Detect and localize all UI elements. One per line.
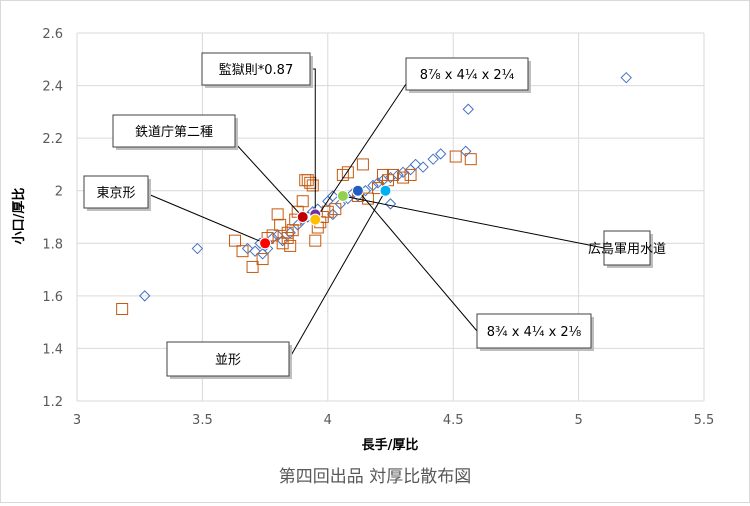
square-point xyxy=(256,253,269,266)
square-point xyxy=(387,168,400,181)
square-point xyxy=(341,166,354,179)
x-tick-label: 4.5 xyxy=(443,413,464,428)
callout-label: 鉄道庁第二種 xyxy=(135,124,213,140)
square-point xyxy=(449,150,462,163)
callout-label: 監獄則*0.87 xyxy=(219,62,293,78)
square-point xyxy=(274,218,287,231)
y-tick-label: 1.4 xyxy=(42,342,63,357)
highlight-point xyxy=(296,211,309,223)
callout-leader xyxy=(147,193,266,244)
diamond-point xyxy=(191,242,204,255)
callouts: 東京形 鉄道庁第二種 監獄則*0.87 8⅞ x 4¼ x 2¼ 広島軍用水道 8¾ x … xyxy=(83,52,666,379)
square-point xyxy=(116,303,129,315)
y-tick-label: 2.4 xyxy=(42,80,63,95)
x-tick-label: 4 xyxy=(324,413,332,428)
square-point xyxy=(246,260,259,273)
square-point xyxy=(329,203,342,216)
square-point xyxy=(309,234,322,247)
square-point xyxy=(229,234,242,247)
y-tick-label: 2.2 xyxy=(42,132,63,147)
diamond-point xyxy=(327,190,339,202)
x-axis-label: 長手/厚比 xyxy=(362,437,419,453)
diamond-point xyxy=(427,153,439,165)
chart-caption: 第四回出品 対厚比散布図 xyxy=(279,467,471,487)
diamond-point xyxy=(434,148,447,160)
y-tick-label: 1.6 xyxy=(42,290,63,305)
callout-label: 8¾ x 4¼ x 2⅛ xyxy=(487,325,582,340)
highlight-point xyxy=(259,237,272,250)
diamond-point xyxy=(276,234,289,247)
highlight-points xyxy=(259,184,392,250)
square-point xyxy=(397,171,410,184)
diamond-point xyxy=(249,245,261,257)
y-tick-labels: 1.2 1.4 1.6 1.8 2 2.2 2.4 2.6 xyxy=(42,27,63,410)
data-points xyxy=(116,71,632,315)
y-axis-label: 小口/厚比 xyxy=(11,188,27,245)
callout-label: 8⅞ x 4¼ x 2¼ xyxy=(420,68,515,83)
diamond-point xyxy=(384,198,397,210)
callout-label: 広島軍用水道 xyxy=(588,242,666,257)
square-point xyxy=(361,192,374,205)
callout-box xyxy=(603,230,651,266)
callout-box xyxy=(405,57,529,91)
y-tick-label: 1.2 xyxy=(42,395,63,410)
y-tick-label: 2.6 xyxy=(42,27,63,42)
y-tick-label: 2 xyxy=(55,185,63,200)
callout-leader xyxy=(288,190,386,360)
square-point xyxy=(271,208,284,221)
square-point xyxy=(236,245,249,258)
square-point xyxy=(266,229,279,242)
diamond-point xyxy=(620,71,632,84)
square-point xyxy=(321,205,334,218)
callout-leader xyxy=(310,68,316,215)
callout-leader xyxy=(234,142,304,218)
y-tick-label: 1.8 xyxy=(42,237,63,252)
diamond-point xyxy=(417,161,429,173)
x-tick-label: 5.5 xyxy=(694,413,715,428)
diamond-point xyxy=(372,177,384,189)
callout-box xyxy=(201,52,311,86)
highlight-point xyxy=(351,184,364,197)
callout-leader xyxy=(342,195,605,249)
x-tick-label: 5 xyxy=(574,413,582,428)
callout-leader xyxy=(314,83,407,220)
square-point xyxy=(306,179,319,192)
highlight-point xyxy=(379,184,392,197)
callout-label: 東京形 xyxy=(96,185,135,201)
highlight-point xyxy=(309,213,322,226)
callout-leader xyxy=(357,190,478,332)
callout-box xyxy=(166,341,290,377)
square-point xyxy=(296,195,309,208)
x-tick-labels: 3 3.5 4 4.5 5 5.5 xyxy=(73,413,714,428)
x-tick-label: 3 xyxy=(73,413,81,428)
square-point xyxy=(464,153,477,166)
diamond-point xyxy=(462,103,474,115)
callout-label: 並形 xyxy=(215,353,241,368)
square-point xyxy=(404,168,417,181)
callout-box xyxy=(476,313,592,349)
callout-box xyxy=(83,175,149,209)
x-tick-label: 3.5 xyxy=(192,413,213,428)
square-point xyxy=(284,239,297,252)
diamond-point xyxy=(139,290,151,302)
highlight-point xyxy=(336,189,349,202)
callout-box xyxy=(112,114,236,148)
square-point xyxy=(281,226,294,239)
square-point xyxy=(356,158,369,171)
